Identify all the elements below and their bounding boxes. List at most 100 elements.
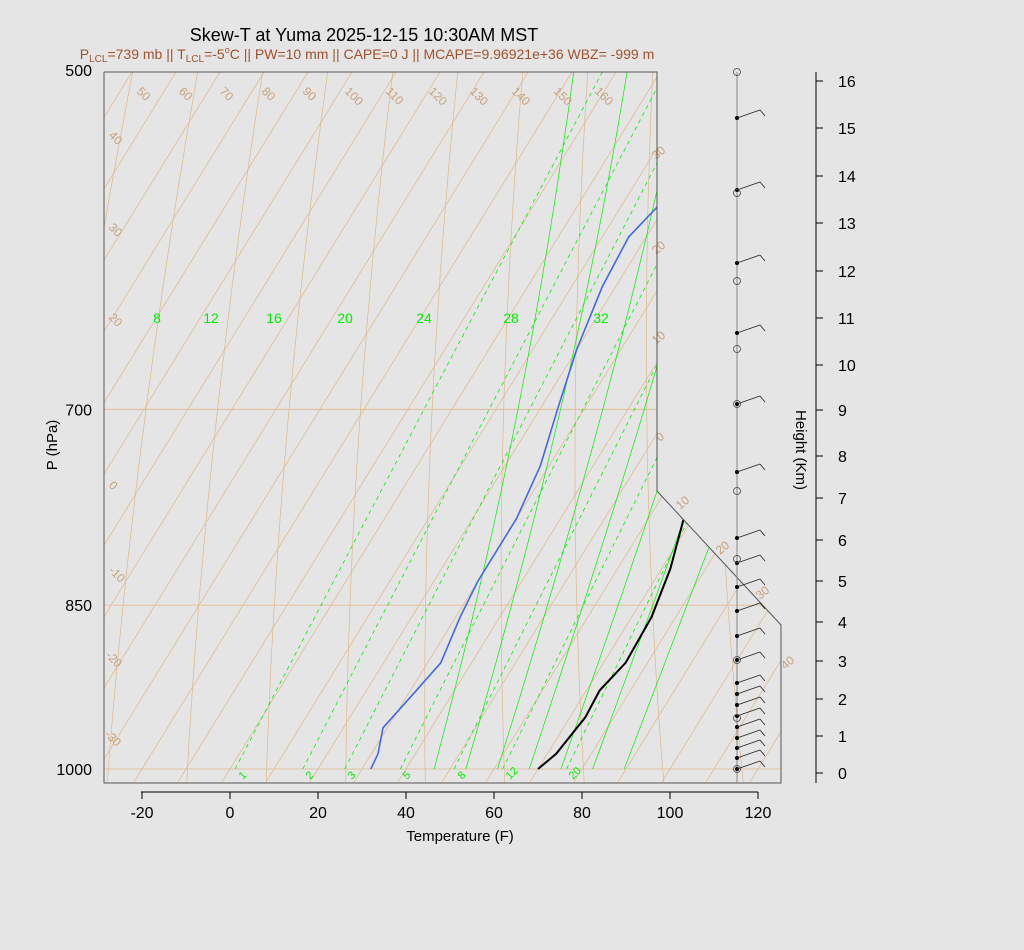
height-tick-label: 7: [838, 491, 847, 508]
height-tick-label: 5: [838, 574, 847, 591]
t-lcl-value: =-5: [204, 46, 225, 62]
mixing-ratio-line: [399, 72, 781, 770]
wind-barb: [736, 718, 761, 728]
isotherm-line: [1013, 72, 1024, 783]
wind-barb: [736, 707, 761, 717]
wind-barb-flag: [759, 651, 766, 659]
mixing-ratio-label: 8: [456, 769, 469, 782]
p-lcl-value: =739 mb: [107, 46, 162, 62]
pressure-tick-label: 1000: [56, 762, 92, 779]
subtitle-separator: ||: [240, 46, 255, 62]
plot-frame: [103, 71, 782, 784]
mixing-ratio-label: 12: [504, 765, 521, 782]
height-tick-label: 16: [838, 74, 856, 91]
isotherm-label: 80: [259, 84, 279, 104]
isotherm-line: [104, 72, 353, 783]
subtitle-separator: ||: [162, 46, 177, 62]
height-tick-label: 11: [838, 311, 855, 328]
isotherm-label: 100: [342, 84, 366, 108]
moist-adiabat-line: [560, 72, 781, 770]
dry-adiabat-line: [715, 72, 781, 783]
dry-adiabat-line: [264, 72, 708, 783]
moist-adiabat-line: [623, 72, 781, 770]
wind-calm-circle: [733, 555, 741, 563]
height-tick-label: 9: [838, 403, 847, 420]
pressure-tick-label: 850: [65, 598, 92, 615]
moist-adiabat-line: [433, 72, 681, 770]
temperature-line: [537, 72, 781, 770]
isotherm-line: [441, 72, 781, 783]
wind-barb-flag: [759, 674, 766, 682]
height-tick-label: 10: [838, 358, 856, 375]
moist-adiabat-label: 16: [266, 310, 282, 326]
moist-adiabat-line: [465, 72, 735, 770]
moist-adiabat-label: 28: [503, 310, 519, 326]
mixing-ratio-line: [453, 72, 781, 770]
wind-calm-circle: [733, 656, 741, 664]
mixing-ratio-line: [344, 72, 781, 770]
isotherm-line: [104, 72, 133, 783]
wind-barb-flag: [759, 696, 766, 704]
plot-area: [0, 0, 1024, 818]
dry-adiabat-line: [574, 72, 781, 783]
height-tick-label: 0: [838, 766, 847, 783]
isotherm-line: [309, 72, 749, 783]
isotherm-label: 30: [106, 220, 126, 240]
isotherm-line: [881, 72, 1024, 783]
isotherm-label: -30: [102, 727, 124, 749]
isotherm-line: [969, 72, 1024, 783]
isotherm-label: 30: [753, 583, 772, 603]
height-tick-label: 15: [838, 121, 856, 138]
isotherm-line: [705, 72, 781, 783]
t-lcl-sub: LCL: [186, 54, 205, 65]
isotherm-label: 0: [106, 478, 121, 493]
dry-adiabat-line: [424, 72, 781, 783]
wind-barb: [736, 324, 761, 334]
wind-barb-flag: [759, 395, 766, 403]
mixing-ratio-label: 1: [237, 769, 250, 782]
moist-adiabat-label: 24: [416, 310, 432, 326]
wind-barbs: [733, 68, 766, 783]
wind-barb: [736, 578, 761, 588]
chart-title: Skew-T at Yuma 2025-12-15 10:30AM MST: [190, 25, 539, 45]
wind-calm-circle: [733, 400, 741, 408]
isotherm-label: 50: [134, 84, 154, 104]
dry-adiabat-line: [646, 72, 781, 783]
isotherm-line: [104, 72, 529, 783]
isotherm-label: -20: [103, 648, 125, 670]
y-axis-label: P (hPa): [44, 420, 61, 471]
mixing-ratio-label: 3: [346, 769, 359, 782]
isotherm-line: [104, 72, 221, 783]
isotherm-line: [529, 72, 781, 783]
isotherm-label: 70: [217, 84, 237, 104]
moist-adiabat-line: [497, 72, 781, 770]
dry-adiabat-line: [848, 0, 1024, 818]
isotherm-line: [925, 72, 1024, 783]
x-tick-label: 120: [745, 805, 772, 822]
wind-barb: [736, 651, 761, 661]
isotherm-line: [265, 72, 705, 783]
wind-barb-flag: [759, 109, 766, 117]
wind-calm-circle: [733, 345, 741, 353]
dry-adiabat-line: [104, 72, 626, 783]
isotherm-label: 90: [300, 84, 320, 104]
isotherm-line: [104, 72, 309, 783]
dry-adiabat-line: [500, 72, 781, 783]
isotherm-line: [104, 72, 265, 783]
isotherm-line: [0, 72, 44, 783]
dry-adiabat-line: [911, 0, 1024, 818]
wind-barb-flag: [759, 181, 766, 189]
isotherm-label: 20: [106, 310, 126, 330]
isotherm-line: [104, 72, 441, 783]
isotherm-line: [353, 72, 781, 783]
isotherm-line: [397, 72, 781, 783]
dry-adiabat-line: [184, 72, 667, 783]
wind-barb-flag: [759, 324, 766, 332]
wind-barb-flag: [759, 739, 766, 747]
wind-barb: [736, 254, 761, 264]
height-tick-label: 13: [838, 216, 856, 233]
isotherm-label: 0: [653, 429, 667, 444]
height-tick-label: 14: [838, 169, 856, 186]
pressure-tick-label: 500: [65, 63, 92, 80]
